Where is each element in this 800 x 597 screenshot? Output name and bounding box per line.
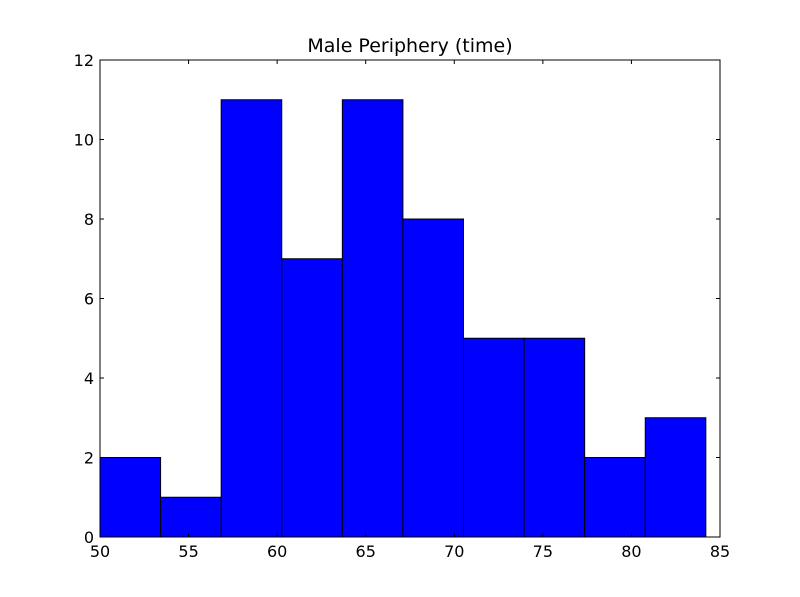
x-tick-label: 85 bbox=[710, 542, 730, 561]
ticks-group: 50 55 60 65 70 75 80 85 0 2 4 6 8 10 12 bbox=[74, 51, 731, 561]
x-tick-label: 55 bbox=[178, 542, 198, 561]
x-tick-label: 75 bbox=[533, 542, 553, 561]
y-tick-label: 2 bbox=[84, 449, 94, 468]
y-tick-label: 10 bbox=[74, 131, 94, 150]
bars-group bbox=[99, 99, 707, 538]
histogram-bar bbox=[584, 457, 646, 538]
histogram-bar bbox=[220, 99, 283, 538]
histogram-bar bbox=[644, 417, 707, 538]
histogram-bar bbox=[341, 99, 404, 538]
histogram-bar bbox=[99, 457, 162, 538]
x-tick-label: 65 bbox=[356, 542, 376, 561]
y-tick-label: 6 bbox=[84, 290, 94, 309]
y-tick-label: 0 bbox=[84, 528, 94, 547]
plot-frame bbox=[99, 59, 721, 538]
histogram-bar bbox=[160, 496, 222, 538]
x-tick-label: 50 bbox=[90, 542, 110, 561]
x-tick-label: 70 bbox=[444, 542, 464, 561]
histogram-bar bbox=[281, 258, 343, 538]
histogram-bar bbox=[462, 337, 525, 538]
x-tick-label: 60 bbox=[267, 542, 287, 561]
x-tick-label: 80 bbox=[621, 542, 641, 561]
y-tick-label: 12 bbox=[74, 51, 94, 70]
chart-title: Male Periphery (time) bbox=[307, 35, 512, 57]
histogram-bar bbox=[523, 337, 586, 538]
histogram-bar bbox=[402, 218, 464, 538]
y-tick-label: 8 bbox=[84, 210, 94, 229]
y-tick-label: 4 bbox=[84, 369, 94, 388]
